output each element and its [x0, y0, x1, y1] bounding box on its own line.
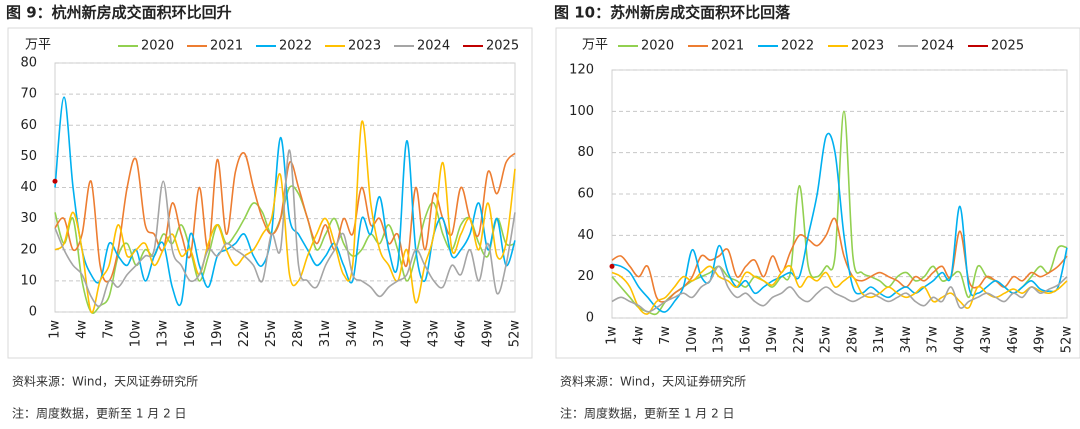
data-line — [54, 149, 516, 308]
x-tick-label: 1w — [48, 320, 63, 339]
x-tick-label: 13w — [156, 320, 171, 348]
y-axis-label: 万平 — [25, 38, 51, 53]
x-tick-label: 40w — [952, 326, 967, 354]
y-tick-label: 80 — [20, 56, 37, 71]
note: 注：周度数据，更新至 1 月 2 日 — [12, 406, 187, 421]
x-tick-label: 25w — [819, 326, 834, 354]
y-tick-label: 0 — [586, 311, 594, 326]
x-tick-label: 10w — [129, 320, 144, 348]
y-axis-label: 万平 — [582, 38, 608, 53]
y-tick-label: 120 — [569, 63, 594, 78]
x-tick-label: 37w — [372, 320, 387, 348]
x-tick-label: 34w — [345, 320, 360, 348]
data-line — [54, 151, 516, 283]
x-tick-label: 34w — [899, 326, 914, 354]
x-tick-label: 28w — [845, 326, 860, 354]
legend-label: 2022 — [781, 39, 814, 54]
x-tick-label: 37w — [926, 326, 941, 354]
x-tick-label: 19w — [765, 326, 780, 354]
x-tick-label: 22w — [237, 320, 252, 348]
y-tick-label: 50 — [20, 149, 37, 164]
x-tick-label: 43w — [426, 320, 441, 348]
x-tick-label: 16w — [738, 326, 753, 354]
x-tick-label: 31w — [872, 326, 887, 354]
legend-label: 2022 — [279, 39, 312, 54]
legend-label: 2020 — [141, 39, 174, 54]
y-tick-label: 80 — [577, 145, 594, 160]
x-tick-label: 16w — [183, 320, 198, 348]
x-tick-label: 25w — [264, 320, 279, 348]
y-tick-label: 0 — [29, 305, 37, 320]
legend-label: 2025 — [991, 39, 1024, 54]
x-tick-label: 1w — [605, 326, 620, 345]
legend-label: 2025 — [486, 39, 519, 54]
y-tick-label: 60 — [20, 118, 37, 133]
note: 注：周度数据，更新至 1 月 2 日 — [560, 406, 735, 421]
legend-label: 2020 — [641, 39, 674, 54]
x-tick-label: 7w — [658, 326, 673, 345]
legend-label: 2024 — [417, 39, 450, 54]
x-tick-label: 49w — [480, 320, 495, 348]
data-line — [54, 120, 516, 314]
legend-label: 2021 — [210, 39, 243, 54]
x-tick-label: 4w — [75, 320, 90, 339]
data-line — [611, 110, 1068, 316]
x-tick-label: 19w — [210, 320, 225, 348]
y-tick-label: 10 — [20, 273, 37, 288]
x-tick-label: 22w — [792, 326, 807, 354]
y-tick-label: 70 — [20, 87, 37, 102]
data-line — [611, 264, 1068, 315]
data-point — [52, 178, 58, 184]
data-line — [611, 217, 1068, 303]
x-tick-label: 4w — [631, 326, 646, 345]
x-tick-label: 46w — [453, 320, 468, 348]
x-tick-label: 52w — [1060, 326, 1075, 354]
y-tick-label: 20 — [577, 269, 594, 284]
x-tick-label: 10w — [685, 326, 700, 354]
legend-label: 2023 — [348, 39, 381, 54]
x-tick-label: 31w — [318, 320, 333, 348]
x-tick-label: 13w — [712, 326, 727, 354]
chart-title: 图 10：苏州新房成交面积环比回落 — [554, 4, 791, 22]
source: 资料来源：Wind，天风证券研究所 — [12, 374, 198, 389]
y-tick-label: 40 — [20, 180, 37, 195]
data-line — [611, 132, 1068, 313]
x-tick-label: 43w — [979, 326, 994, 354]
legend-label: 2021 — [711, 39, 744, 54]
panel-frame — [555, 27, 1080, 359]
y-tick-label: 40 — [577, 228, 594, 243]
data-point — [609, 263, 615, 269]
y-tick-label: 20 — [20, 242, 37, 257]
y-tick-label: 100 — [569, 104, 594, 119]
x-tick-label: 46w — [1006, 326, 1021, 354]
x-tick-label: 52w — [508, 320, 523, 348]
legend-label: 2023 — [851, 39, 884, 54]
chart-title: 图 9：杭州新房成交面积环比回升 — [6, 4, 232, 22]
source: 资料来源：Wind，天风证券研究所 — [560, 374, 746, 389]
data-line — [611, 265, 1068, 313]
x-tick-label: 49w — [1033, 326, 1048, 354]
y-tick-label: 60 — [577, 187, 594, 202]
panel-frame — [7, 27, 533, 359]
x-tick-label: 28w — [291, 320, 306, 348]
x-tick-label: 7w — [102, 320, 117, 339]
x-tick-label: 40w — [399, 320, 414, 348]
y-tick-label: 30 — [20, 211, 37, 226]
legend-label: 2024 — [921, 39, 954, 54]
